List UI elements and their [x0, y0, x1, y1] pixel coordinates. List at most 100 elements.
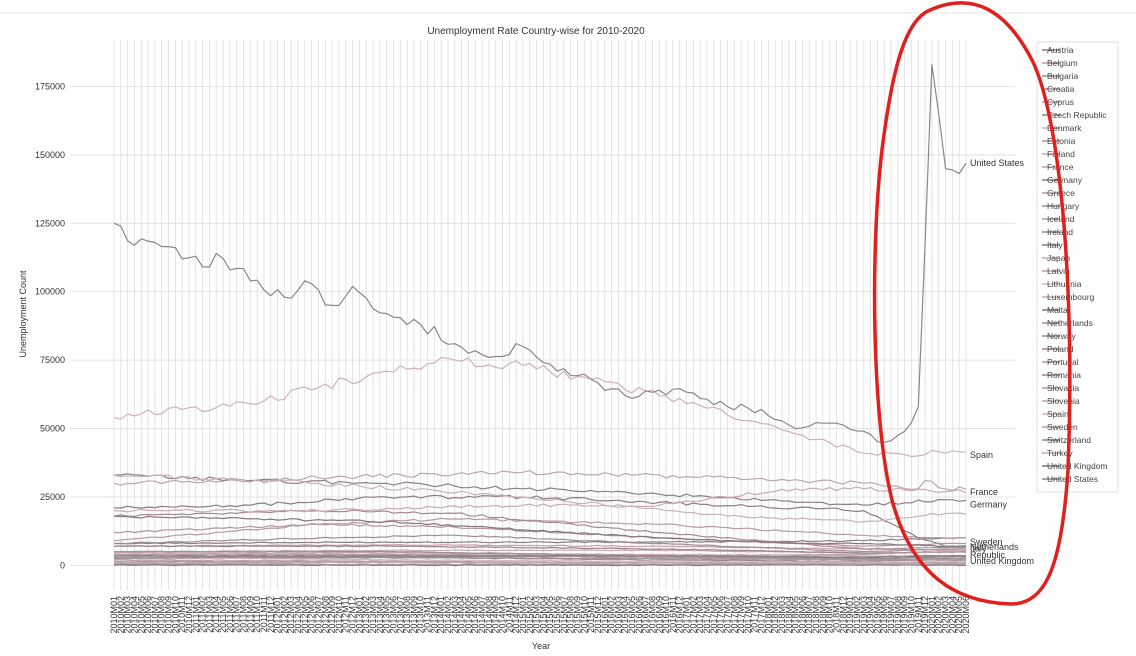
x-tick-label: 2017M10: [743, 596, 753, 634]
y-tick-label: 125000: [35, 218, 65, 228]
x-tick-label: 2012M11: [341, 596, 351, 633]
x-tick-label: 2012M02: [279, 596, 289, 634]
x-tick-label: 2013M05: [382, 596, 392, 634]
legend-label: Lithuania: [1047, 279, 1082, 289]
end-label: Germany: [970, 499, 1008, 509]
legend-label: Bulgaria: [1047, 71, 1078, 81]
series-line-malta: [113, 564, 967, 567]
legend-label: Norway: [1047, 331, 1077, 341]
y-tick-label: 100000: [35, 287, 65, 297]
x-tick-label: 2014M01: [436, 596, 446, 634]
series-layer: [113, 63, 967, 567]
x-tick-label: 2010M03: [123, 596, 133, 634]
x-tick-label: 2013M04: [375, 596, 385, 634]
x-tick-label: 2017M08: [729, 596, 739, 634]
x-tick-label: 2014M08: [484, 596, 494, 634]
x-tick-label: 2019M08: [893, 596, 903, 634]
series-line-austria: [113, 536, 967, 545]
legend-label: Spain: [1047, 409, 1069, 419]
legend-label: Slovenia: [1047, 396, 1080, 406]
x-tick-label: 2015M12: [593, 596, 603, 634]
x-tick-label: 2015M09: [572, 596, 582, 634]
x-tick-label: 2011M09: [245, 596, 255, 633]
x-tick-label: 2012M04: [293, 596, 303, 634]
x-tick-label: 2010M02: [116, 596, 126, 634]
series-line-sweden: [113, 550, 967, 557]
x-tick-label: 2014M10: [498, 596, 508, 634]
x-tick-label: 2017M12: [757, 596, 767, 634]
legend-label: Turkey: [1047, 448, 1073, 458]
x-tick-label: 2016M02: [607, 596, 617, 634]
grid-layer: [70, 40, 1015, 590]
x-tick-label: 2016M06: [634, 596, 644, 634]
x-tick-label: 2013M03: [368, 596, 378, 634]
x-tick-label: 2010M11: [177, 596, 187, 633]
legend-label: Japan: [1047, 253, 1070, 263]
x-tick-label: 2012M12: [348, 596, 358, 634]
x-tick-label: 2011M02: [198, 596, 208, 633]
end-label: Republic: [970, 550, 1006, 560]
x-tick-label: 2015M05: [545, 596, 555, 634]
x-tick-label: 2017M04: [702, 596, 712, 634]
x-tick-label: 2018M10: [825, 596, 835, 634]
x-tick-label: 2013M10: [416, 596, 426, 634]
x-tick-label: 2013M06: [388, 596, 398, 634]
x-tick-label: 2011M04: [211, 596, 221, 633]
legend-label: Croatia: [1047, 84, 1075, 94]
end-label: France: [970, 487, 998, 497]
legend-label: Malta: [1047, 305, 1068, 315]
legend-label: Cyprus: [1047, 97, 1074, 107]
x-tick-label: 2018M08: [811, 596, 821, 634]
series-line-poland: [113, 509, 966, 550]
x-tick-label: 2013M01: [354, 596, 364, 634]
x-tick-label: 2011M12: [266, 596, 276, 633]
x-tick-label: 2016M10: [661, 596, 671, 634]
x-tick-label: 2017M11: [750, 596, 760, 633]
end-label: Italy: [970, 543, 987, 553]
x-tick-label: 2010M07: [150, 596, 160, 634]
legend-label: Austria: [1047, 45, 1074, 55]
x-tick-label: 2018M06: [797, 596, 807, 634]
x-tick-label: 2017M06: [716, 596, 726, 634]
legend-label: Denmark: [1047, 123, 1082, 133]
x-tick-label: 2013M08: [402, 596, 412, 634]
x-tick-label: 2019M06: [879, 596, 889, 634]
x-tick-label: 2015M08: [566, 596, 576, 634]
x-tick-label: 2010M04: [129, 596, 139, 634]
legend-label: Czech Republic: [1047, 110, 1107, 120]
series-line-united-states: [113, 63, 967, 443]
x-tick-label: 2014M12: [511, 596, 521, 634]
x-tick-label: 2015M03: [532, 596, 542, 634]
x-tick-label: 2015M01: [518, 596, 528, 634]
x-tick-label: 2019M05: [872, 596, 882, 634]
x-tick-label: 2012M10: [334, 596, 344, 634]
x-tick-label: 2010M05: [136, 596, 146, 634]
x-tick-label: 2020M01: [927, 596, 937, 634]
series-line-italy: [113, 494, 967, 547]
legend-label: Iceland: [1047, 214, 1075, 224]
legend-label: Latvia: [1047, 266, 1070, 276]
x-tick-label: 2019M02: [852, 596, 862, 634]
series-line-switzerland: [113, 554, 967, 559]
series-line-united-kingdom: [113, 515, 967, 548]
legend-label: Belgium: [1047, 58, 1078, 68]
x-tick-label: 2019M09: [900, 596, 910, 634]
legend-label: Ireland: [1047, 227, 1073, 237]
x-tick-label: 2018M09: [818, 596, 828, 634]
y-tick-label: 150000: [35, 150, 65, 160]
x-tick-label: 2011M08: [239, 596, 249, 633]
x-tick-label: 2015M10: [579, 596, 589, 634]
legend-label: United Kingdom: [1047, 461, 1107, 471]
y-tick-label: 75000: [40, 355, 65, 365]
legend-label: Finland: [1047, 149, 1075, 159]
x-tick-label: 2012M03: [286, 596, 296, 634]
x-tick-label: 2019M10: [906, 596, 916, 634]
x-tick-label: 2017M09: [736, 596, 746, 634]
series-line-netherlands: [113, 534, 967, 553]
x-tick-label: 2016M04: [620, 596, 630, 634]
legend-label: United States: [1047, 474, 1098, 484]
x-tick-label: 2018M03: [777, 596, 787, 634]
x-tick-label: 2014M05: [463, 596, 473, 634]
x-tick-label: 2020M06: [961, 596, 971, 634]
